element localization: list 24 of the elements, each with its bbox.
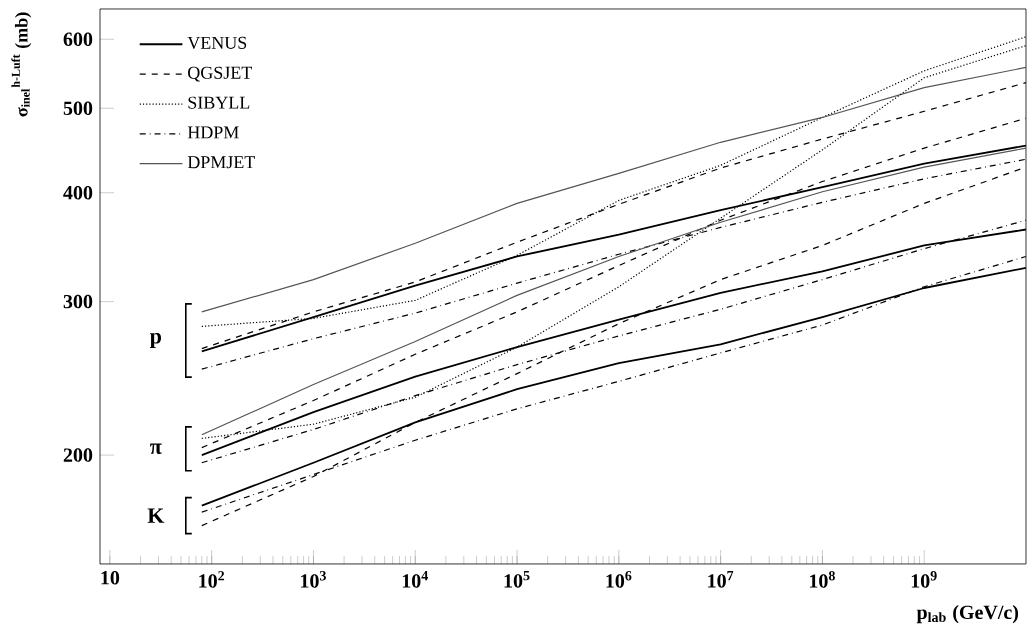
x-tick-label: 10$^{4}$ <box>402 571 428 588</box>
x-tick-label: 10$^{9}$ <box>911 571 937 588</box>
x-tick-label: 10$^{5}$ <box>504 571 530 588</box>
y-tick-label: 300 <box>63 294 93 309</box>
annotation: K <box>147 508 165 523</box>
legend-label: QGSJET <box>188 66 252 82</box>
annotation: π <box>150 443 162 454</box>
y-tick-label: 600 <box>63 32 93 46</box>
x-tick-label: 10$^{8}$ <box>810 571 835 588</box>
y-tick-label: 400 <box>63 185 93 200</box>
legend-label: DPMJET <box>187 156 255 169</box>
x-tick-label: 10$^{7}$ <box>708 571 734 588</box>
legend-label: VENUS <box>187 36 247 49</box>
legend-label: HDPM <box>187 126 239 139</box>
legend-label: SIBYLL <box>188 96 250 109</box>
x-axis-title: p$_{lab}$ (GeV/c) <box>916 605 1019 624</box>
annotation: p <box>149 332 162 348</box>
x-tick-label: 10$^{3}$ <box>301 571 326 588</box>
y-tick-label: 500 <box>63 101 93 115</box>
x-tick-label: 10 <box>101 571 120 585</box>
x-tick-label: 10$^{2}$ <box>199 571 225 588</box>
y-tick-label: 200 <box>63 448 93 462</box>
y-axis-title: σ$_{inel}$$^{h-Luft}$ (mb) <box>11 12 32 117</box>
x-tick-label: 10$^{6}$ <box>606 571 632 588</box>
